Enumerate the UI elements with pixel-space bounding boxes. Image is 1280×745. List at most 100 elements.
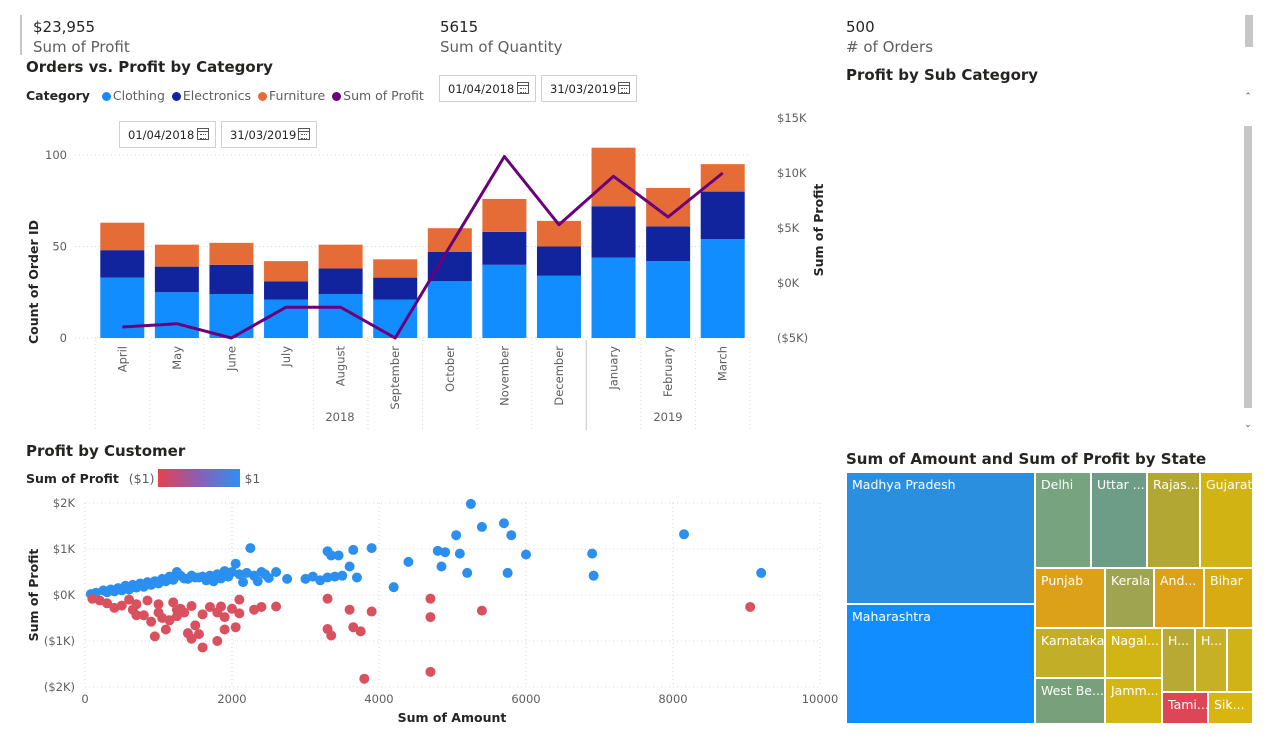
bar-clothing-february <box>646 261 691 338</box>
scatter-point <box>219 624 230 635</box>
orders-chart-legend: Category Clothing Electronics Furniture … <box>26 88 424 103</box>
y-left-tick-label: 50 <box>52 240 67 254</box>
x-tick-label: March <box>716 346 730 381</box>
bar-electronics-april <box>100 250 145 278</box>
top-date-start[interactable]: 01/04/2018 <box>439 75 536 102</box>
y-left-tick-label: 0 <box>60 331 67 345</box>
scatter-point <box>432 545 443 556</box>
scatter-point <box>300 573 311 584</box>
scatter-point <box>223 571 234 582</box>
bar-electronics-june <box>209 264 254 295</box>
kpi-profit-value: $23,955 <box>33 18 96 36</box>
treemap-tile-bihar[interactable]: Bihar <box>1204 568 1253 628</box>
scatter-point <box>142 595 153 606</box>
y-left-tick-label: 100 <box>45 148 67 162</box>
scatter-point <box>436 561 447 572</box>
customer-chart-title: Profit by Customer <box>26 442 186 460</box>
scatter-y-tick-label: $1K <box>53 542 76 556</box>
scatter-point <box>201 575 212 586</box>
scatter-point <box>271 601 282 612</box>
sub-category-scrollbar[interactable]: ⌃ ⌄ <box>1243 90 1253 432</box>
y-right-axis-label: Sum of Profit <box>811 184 826 277</box>
legend-item-electronics[interactable]: Electronics <box>169 88 251 103</box>
treemap-tile-rajas[interactable]: Rajas... <box>1147 472 1200 568</box>
legend-item-sum-of-profit[interactable]: Sum of Profit <box>329 88 424 103</box>
kpi-orders-value: 500 <box>846 18 875 36</box>
treemap-tile-uttar[interactable]: Uttar ... <box>1091 472 1147 568</box>
scroll-down-icon[interactable]: ⌄ <box>1244 420 1252 430</box>
treemap-tile-delhi[interactable]: Delhi <box>1035 472 1091 568</box>
calendar-icon[interactable] <box>197 128 209 140</box>
scatter-point <box>245 543 256 554</box>
bar-clothing-september <box>373 299 418 338</box>
scatter-point <box>465 498 476 509</box>
treemap-tile-maharashtra[interactable]: Maharashtra <box>846 604 1035 724</box>
scatter-point <box>164 615 175 626</box>
scatter-point <box>326 630 337 641</box>
chart-date-start[interactable]: 01/04/2018 <box>119 121 216 148</box>
chart-date-end[interactable]: 31/03/2019 <box>221 121 317 148</box>
scatter-point <box>337 570 348 581</box>
treemap-tile-west-be[interactable]: West Be... <box>1035 678 1105 724</box>
treemap-tile-nagal[interactable]: Nagal... <box>1105 628 1162 678</box>
legend-item-clothing[interactable]: Clothing <box>94 88 165 103</box>
scrollbar-thumb[interactable] <box>1244 126 1252 408</box>
y-right-tick-label: ($5K) <box>777 331 808 345</box>
scatter-point <box>451 530 462 541</box>
scatter-point <box>182 628 193 639</box>
y-right-tick-label: $10K <box>777 166 807 180</box>
scatter-point <box>124 594 135 605</box>
treemap-tile-gujarat[interactable]: Gujarat <box>1200 472 1253 568</box>
x-tick-label: June <box>224 346 238 372</box>
year-label-2019: 2019 <box>653 410 682 424</box>
scatter-point <box>326 550 337 561</box>
treemap-tile-sik[interactable]: Sik... <box>1208 692 1253 724</box>
calendar-icon[interactable] <box>517 82 529 94</box>
scatter-point <box>230 558 241 569</box>
top-date-end[interactable]: 31/03/2019 <box>541 75 637 102</box>
treemap-tile-unlabeled[interactable] <box>1227 628 1253 692</box>
scatter-point <box>212 607 223 618</box>
treemap-tile-karnataka[interactable]: Karnataka <box>1035 628 1105 678</box>
kpi-profit-label: Sum of Profit <box>33 38 130 56</box>
bar-electronics-october <box>427 251 472 282</box>
scatter-point <box>348 544 359 555</box>
treemap-tile-madhya-pradesh[interactable]: Madhya Pradesh <box>846 472 1035 604</box>
bar-clothing-april <box>100 277 145 338</box>
legend-item-furniture[interactable]: Furniture <box>255 88 325 103</box>
scatter-x-tick-label: 10000 <box>802 692 839 706</box>
bar-clothing-may <box>154 292 199 338</box>
calendar-icon[interactable] <box>298 128 310 140</box>
treemap-tile-h[interactable]: H... <box>1195 628 1227 692</box>
bar-clothing-january <box>591 257 636 338</box>
scatter-point <box>366 606 377 617</box>
top-scrollbar-thumb[interactable] <box>1245 15 1253 47</box>
treemap-tile-tami[interactable]: Tami... <box>1162 692 1208 724</box>
scatter-point <box>506 530 517 541</box>
scatter-point <box>109 602 120 613</box>
scatter-point <box>263 572 274 583</box>
clothing-dot-icon <box>101 92 111 101</box>
scatter-point <box>355 626 366 637</box>
bar-furniture-october <box>427 228 472 252</box>
state-treemap: Madhya Pradesh Maharashtra Delhi Uttar ... R… <box>846 472 1253 724</box>
calendar-icon[interactable] <box>618 82 630 94</box>
treemap-tile-punjab[interactable]: Punjab <box>1035 568 1105 628</box>
scatter-point <box>359 673 370 684</box>
scatter-point <box>168 597 179 608</box>
state-chart-title: Sum of Amount and Sum of Profit by State <box>846 450 1207 468</box>
scatter-point <box>212 636 223 646</box>
bar-electronics-november <box>482 231 527 265</box>
scatter-point <box>171 604 182 615</box>
scatter-point <box>102 587 113 598</box>
treemap-tile-kerala[interactable]: Kerala <box>1105 568 1154 628</box>
treemap-tile-h[interactable]: H... <box>1162 628 1195 692</box>
scatter-point <box>204 601 215 612</box>
scroll-up-icon[interactable]: ⌃ <box>1244 92 1252 102</box>
treemap-tile-jamm[interactable]: Jamm... <box>1105 678 1162 724</box>
treemap-tile-and[interactable]: And... <box>1154 568 1204 628</box>
kpi-quantity-label: Sum of Quantity <box>440 38 563 56</box>
kpi-quantity-value: 5615 <box>440 18 479 36</box>
scatter-point <box>160 624 171 635</box>
scatter-point <box>329 571 340 582</box>
